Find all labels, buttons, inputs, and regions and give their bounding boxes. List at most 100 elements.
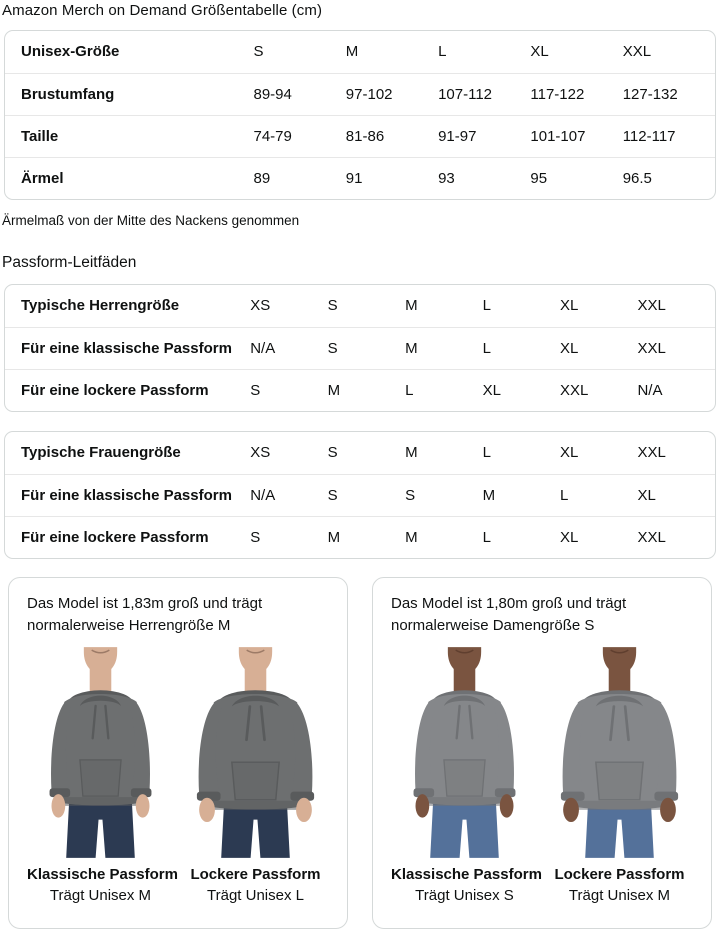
cell-value: S — [250, 368, 328, 411]
table-row: Für eine klassische Passform N/A S M L XL XXL — [5, 326, 715, 369]
row-label: Taille — [5, 114, 254, 157]
cell-value: XXL — [637, 326, 715, 369]
cell-value: 117-122 — [530, 72, 623, 115]
cell-value: 107-112 — [438, 72, 531, 115]
cell-value: L — [560, 473, 638, 516]
figure-row: Klassische Passform Trägt Unisex S Lockere… — [391, 647, 693, 904]
cell-value: XL — [637, 473, 715, 516]
table-row: Typische Herrengröße XS S M L XL XXL — [5, 285, 715, 327]
cell-value: 89 — [253, 156, 346, 199]
table-row: Für eine lockere Passform S M M L XL XXL — [5, 515, 715, 558]
male-model-card: Das Model ist 1,83m groß und trägt norma… — [8, 577, 348, 929]
model-hoodie — [560, 690, 679, 823]
size-worn-label: Trägt Unisex M — [568, 887, 671, 904]
fit-label: Lockere Passform — [190, 866, 321, 883]
cell-value: L — [482, 515, 561, 558]
cell-value: XXL — [560, 368, 638, 411]
cell-value: M — [405, 297, 418, 315]
cell-value: S — [253, 43, 264, 61]
cell-value: 93 — [438, 156, 531, 199]
cell-value: 97-102 — [345, 72, 439, 115]
model-cards: Das Model ist 1,83m groß und trägt norma… — [8, 577, 712, 929]
cell-value: XS — [250, 444, 271, 462]
hoodie-figure — [546, 647, 693, 858]
cell-value: XL — [560, 326, 638, 369]
cell-value: N/A — [250, 326, 328, 369]
size-table: Unisex-Größe S M L XL XXL Brustumfang 89-94 97-1… — [4, 30, 716, 200]
cell-value: M — [327, 368, 406, 411]
cell-value: M — [482, 473, 561, 516]
cell-value: 91-97 — [438, 114, 531, 157]
cell-value: 101-107 — [530, 114, 623, 157]
fit-label: Klassische Passform — [391, 866, 542, 883]
row-label: Typische Herrengröße — [21, 297, 180, 315]
hoodie-figure — [182, 647, 329, 858]
row-label: Für eine klassische Passform — [5, 326, 251, 369]
cell-value: S — [327, 297, 338, 315]
cell-value: S — [327, 326, 406, 369]
row-label: Ärmel — [5, 156, 254, 199]
row-label: Für eine klassische Passform — [5, 473, 251, 516]
cell-value: XS — [250, 297, 271, 315]
table-row: Typische Frauengröße XS S M L XL XXL — [5, 432, 715, 474]
cell-value: XL — [560, 515, 638, 558]
fit-label: Klassische Passform — [27, 866, 178, 883]
row-label: Typische Frauengröße — [21, 444, 181, 462]
cell-value: L — [482, 444, 491, 462]
female-model-card: Das Model ist 1,80m groß und trägt norma… — [372, 577, 712, 929]
size-worn-label: Trägt Unisex M — [49, 887, 152, 904]
row-label: Für eine lockere Passform — [5, 368, 251, 411]
model-hoodie — [196, 690, 315, 823]
hoodie-figure — [391, 647, 538, 858]
classic-fit-figure: Klassische Passform Trägt Unisex M — [27, 647, 178, 904]
cell-value: XL — [482, 368, 561, 411]
cell-value: 81-86 — [345, 114, 439, 157]
cell-value: L — [438, 43, 447, 61]
size-worn-label: Trägt Unisex L — [207, 887, 304, 904]
table-row: Für eine klassische Passform N/A S S M L XL — [5, 473, 715, 516]
figure-row: Klassische Passform Trägt Unisex M Lockere… — [27, 647, 329, 904]
cell-value: M — [405, 444, 418, 462]
page-title: Amazon Merch on Demand Größentabelle (cm… — [2, 2, 323, 19]
loose-fit-figure: Lockere Passform Trägt Unisex L — [182, 647, 329, 904]
cell-value: XXL — [637, 515, 715, 558]
cell-value: L — [405, 368, 483, 411]
cell-value: S — [327, 473, 406, 516]
row-label: Unisex-Größe — [21, 43, 120, 61]
cell-value: M — [327, 515, 406, 558]
cell-value: M — [405, 326, 483, 369]
classic-fit-figure: Klassische Passform Trägt Unisex S — [391, 647, 542, 904]
cell-value: M — [405, 515, 483, 558]
cell-value: XXL — [637, 444, 666, 462]
table-row: Taille 74-79 81-86 91-97 101-107 112-117 — [5, 114, 715, 157]
fit-guides-title: Passform-Leitfäden — [2, 254, 137, 271]
table-row: Unisex-Größe S M L XL XXL — [5, 31, 715, 73]
cell-value: S — [327, 444, 338, 462]
cell-value: 112-117 — [622, 114, 715, 157]
table-row: Ärmel 89 91 93 95 96.5 — [5, 156, 715, 199]
row-label: Für eine lockere Passform — [5, 515, 251, 558]
cell-value: XXL — [637, 297, 666, 315]
cell-value: N/A — [637, 368, 715, 411]
fit-label: Lockere Passform — [554, 866, 685, 883]
row-label: Brustumfang — [5, 72, 254, 115]
model-description: Das Model ist 1,83m groß und trägt norma… — [27, 595, 263, 634]
cell-value: XL — [560, 444, 579, 462]
table-row: Brustumfang 89-94 97-102 107-112 117-122 127-… — [5, 72, 715, 115]
size-worn-label: Trägt Unisex S — [415, 887, 514, 904]
sleeve-measure-note: Ärmelmaß von der Mitte des Nackens genom… — [2, 213, 300, 228]
cell-value: XXL — [622, 43, 652, 61]
cell-value: N/A — [250, 473, 328, 516]
womens-fit-table: Typische Frauengröße XS S M L XL XXL Für eine k… — [4, 431, 716, 559]
cell-value: S — [250, 515, 328, 558]
cell-value: 96.5 — [622, 156, 715, 199]
cell-value: S — [405, 473, 483, 516]
cell-value: L — [482, 326, 561, 369]
table-row: Für eine lockere Passform S M L XL XXL N/A — [5, 368, 715, 411]
model-hoodie — [49, 690, 152, 818]
cell-value: 95 — [530, 156, 623, 199]
cell-value: 127-132 — [622, 72, 715, 115]
model-description: Das Model ist 1,80m groß und trägt norma… — [391, 595, 627, 634]
cell-value: L — [482, 297, 491, 315]
cell-value: XL — [530, 43, 549, 61]
